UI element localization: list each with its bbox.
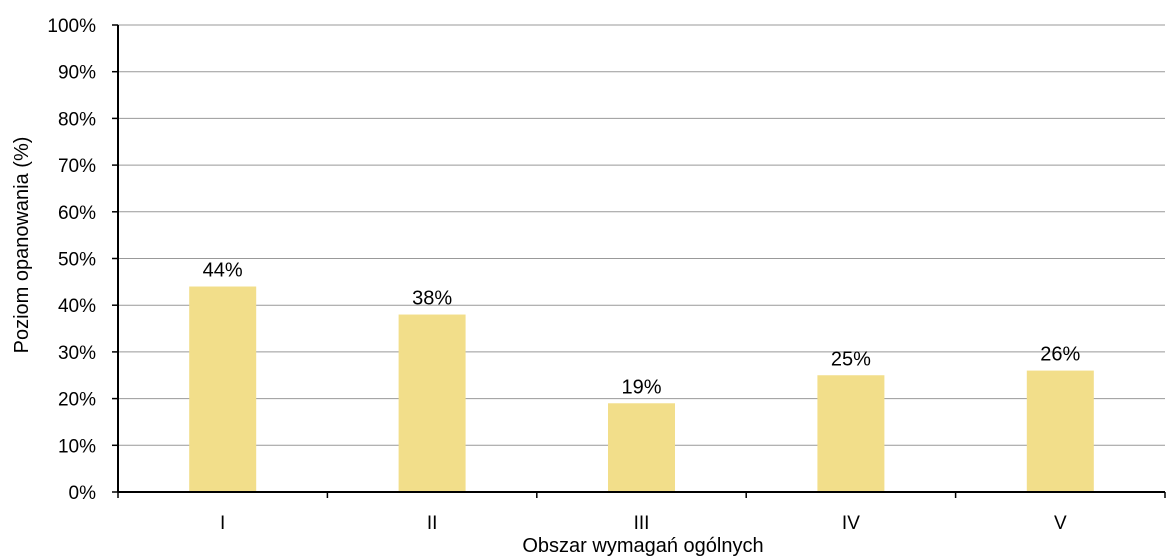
x-tick-label: IV [842, 513, 860, 534]
data-labels: 44% 38% 19% 25% 26% [203, 260, 1081, 399]
data-label: 19% [621, 376, 661, 398]
y-tick-label: 70% [58, 156, 96, 177]
bar [189, 286, 257, 492]
bar [1026, 370, 1094, 492]
bar [398, 314, 466, 492]
data-label: 25% [831, 348, 871, 370]
x-tick-label: II [427, 513, 438, 534]
x-axis-title: Obszar wymagań ogólnych [522, 535, 763, 557]
bar [817, 375, 885, 492]
y-tick-label: 10% [58, 436, 96, 457]
gridlines [118, 24, 1165, 446]
y-tick-label: 100% [47, 16, 96, 37]
data-label: 38% [412, 288, 452, 310]
x-tick-labels: I II III IV V [220, 513, 1067, 534]
y-tick-label: 60% [58, 203, 96, 224]
y-tick-label: 30% [58, 343, 96, 364]
data-label: 26% [1040, 344, 1080, 366]
y-tick-label: 50% [58, 250, 96, 271]
x-tick-label: I [220, 513, 225, 534]
x-tick-label: III [634, 513, 650, 534]
y-tick-label: 80% [58, 109, 96, 130]
x-tick-label: V [1054, 513, 1067, 534]
y-tick-label: 40% [58, 296, 96, 317]
y-axis-title: Poziom opanowania (%) [11, 137, 33, 354]
bars [189, 286, 1094, 492]
data-label: 44% [203, 260, 243, 282]
y-tick-label: 20% [58, 390, 96, 411]
y-tick-label: 90% [58, 63, 96, 84]
axes [112, 24, 1166, 498]
y-tick-label: 0% [69, 483, 97, 504]
y-tick-labels: 0% 10% 20% 30% 40% 50% 60% 70% 80% 90% 100% [47, 16, 96, 504]
bar [608, 403, 675, 492]
